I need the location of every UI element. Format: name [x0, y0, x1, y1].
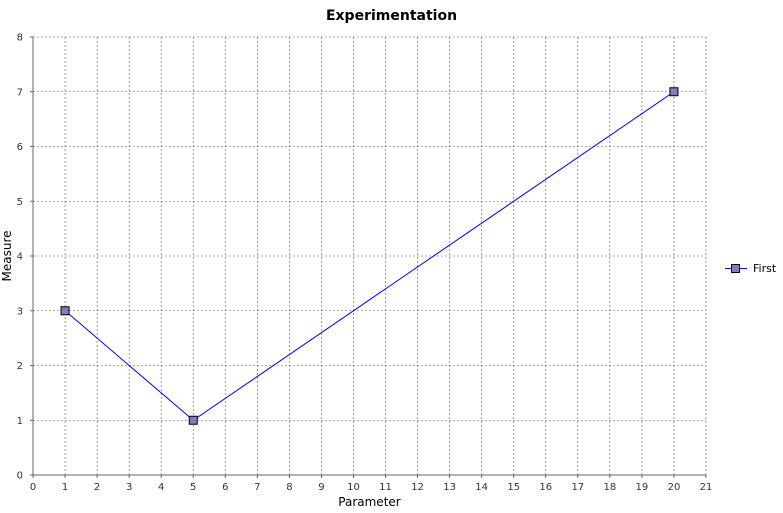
y-tick-label: 0 — [17, 471, 23, 482]
x-tick-label: 6 — [222, 482, 228, 493]
chart-title: Experimentation — [325, 8, 458, 24]
x-tick-label: 1 — [62, 482, 68, 493]
x-tick-label: 3 — [126, 482, 132, 493]
y-tick-label: 4 — [17, 252, 23, 263]
x-tick-label: 13 — [443, 482, 456, 493]
x-tick-label: 20 — [668, 482, 681, 493]
x-tick-label: 0 — [30, 482, 36, 493]
x-tick-label: 19 — [636, 482, 649, 493]
x-tick-label: 8 — [286, 482, 292, 493]
y-tick-label: 5 — [17, 197, 23, 208]
x-tick-label: 11 — [379, 482, 392, 493]
y-tick-label: 3 — [17, 306, 23, 317]
x-tick-label: 12 — [411, 482, 424, 493]
y-tick-label: 7 — [17, 87, 23, 98]
x-tick-label: 18 — [603, 482, 616, 493]
x-tick-label: 17 — [571, 482, 584, 493]
x-tick-label: 7 — [254, 482, 260, 493]
legend-swatch-icon — [725, 263, 747, 275]
x-tick-label: 2 — [94, 482, 100, 493]
data-point-marker — [669, 87, 679, 97]
x-tick-label: 21 — [700, 482, 713, 493]
data-point-marker — [60, 306, 70, 316]
x-tick-label: 15 — [507, 482, 520, 493]
x-axis-label: Parameter — [338, 495, 400, 509]
y-tick-label: 2 — [17, 361, 23, 372]
y-tick-label: 6 — [17, 142, 23, 153]
y-tick-label: 1 — [17, 416, 23, 427]
y-axis-label: Measure — [0, 231, 14, 282]
x-tick-label: 5 — [190, 482, 196, 493]
x-tick-label: 16 — [539, 482, 552, 493]
x-tick-label: 9 — [318, 482, 324, 493]
x-tick-label: 4 — [158, 482, 164, 493]
y-tick-label: 8 — [17, 33, 23, 44]
data-point-marker — [188, 415, 198, 425]
legend: First — [725, 262, 776, 275]
x-tick-label: 10 — [347, 482, 360, 493]
x-tick-label: 14 — [475, 482, 488, 493]
legend-label: First — [753, 262, 777, 275]
